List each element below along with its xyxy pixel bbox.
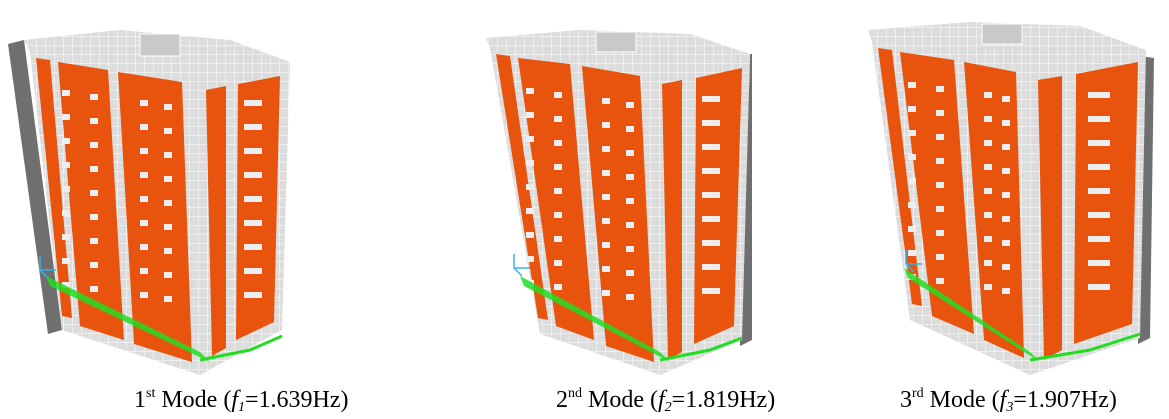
shear-wall xyxy=(36,58,72,318)
shear-wall xyxy=(878,48,922,306)
mode-2-panel: 2nd Mode (f2=1.819Hz) xyxy=(470,0,800,419)
window-openings xyxy=(526,88,720,300)
shear-wall xyxy=(900,52,974,334)
window-openings xyxy=(908,82,1110,294)
base-supports xyxy=(520,276,670,362)
axes-marker xyxy=(905,250,922,273)
mode-2-model-view xyxy=(486,30,752,375)
shear-wall xyxy=(1074,62,1138,344)
shear-wall xyxy=(118,72,192,362)
roof-core xyxy=(139,33,181,57)
base-supports xyxy=(46,276,210,362)
window-openings xyxy=(62,90,262,302)
shear-wall xyxy=(582,66,654,362)
shear-wall xyxy=(206,86,226,356)
shear-wall xyxy=(236,76,280,340)
shear-wall xyxy=(662,80,682,360)
roof-core xyxy=(595,31,637,53)
mode-3-caption: 3rd Mode (f3=1.907Hz) xyxy=(900,386,1117,415)
shear-wall xyxy=(518,58,594,340)
mode-3-panel: 3rd Mode (f3=1.907Hz) xyxy=(850,0,1169,419)
base-supports xyxy=(659,336,743,362)
shear-wall xyxy=(964,62,1024,358)
axes-marker xyxy=(39,256,56,279)
shadow-edge xyxy=(8,40,62,334)
mode-3-model-view xyxy=(868,22,1154,375)
shear-wall xyxy=(496,54,548,320)
shear-wall xyxy=(58,62,124,340)
axes-marker xyxy=(513,254,530,277)
mode-2-caption: 2nd Mode (f2=1.819Hz) xyxy=(556,386,776,415)
mode-1-model-view xyxy=(8,30,290,375)
mode-1-panel: 1st Mode (f1=1.639Hz) xyxy=(0,0,349,419)
base-supports xyxy=(199,334,283,362)
base-supports xyxy=(904,268,1040,362)
shear-wall xyxy=(1038,76,1062,360)
roof-core xyxy=(981,23,1023,45)
mode-1-caption: 1st Mode (f1=1.639Hz) xyxy=(134,386,349,415)
shear-wall xyxy=(694,68,742,344)
base-supports xyxy=(1029,332,1141,362)
